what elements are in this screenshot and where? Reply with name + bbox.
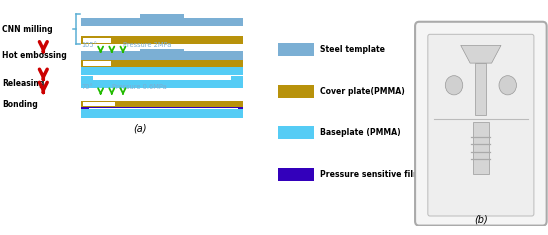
Text: Bonding: Bonding	[2, 100, 38, 109]
FancyBboxPatch shape	[81, 76, 93, 80]
Text: (a): (a)	[133, 124, 146, 133]
FancyBboxPatch shape	[428, 34, 534, 216]
FancyBboxPatch shape	[83, 61, 111, 66]
FancyBboxPatch shape	[81, 107, 243, 109]
FancyBboxPatch shape	[140, 14, 185, 18]
FancyBboxPatch shape	[81, 18, 243, 26]
Text: 105°: 105°	[82, 42, 98, 48]
FancyBboxPatch shape	[81, 36, 243, 44]
FancyBboxPatch shape	[476, 63, 486, 115]
Text: Pressure sensitive film: Pressure sensitive film	[320, 170, 421, 179]
Text: Steel template: Steel template	[320, 45, 385, 54]
Circle shape	[446, 76, 463, 95]
Polygon shape	[461, 45, 501, 63]
Text: CNN milling: CNN milling	[2, 25, 53, 34]
FancyBboxPatch shape	[278, 126, 314, 139]
FancyBboxPatch shape	[140, 49, 185, 51]
FancyBboxPatch shape	[231, 76, 243, 80]
FancyBboxPatch shape	[81, 67, 243, 75]
Text: (b): (b)	[474, 215, 488, 225]
Text: Hot embossing: Hot embossing	[2, 51, 67, 60]
Text: Cover plate(PMMA): Cover plate(PMMA)	[320, 87, 404, 96]
FancyBboxPatch shape	[278, 168, 314, 181]
FancyBboxPatch shape	[81, 109, 243, 118]
Text: Releasing: Releasing	[2, 79, 44, 88]
FancyBboxPatch shape	[81, 80, 243, 88]
FancyBboxPatch shape	[83, 102, 116, 106]
FancyBboxPatch shape	[278, 85, 314, 98]
Circle shape	[499, 76, 516, 95]
Text: Pressure 0.6MPa: Pressure 0.6MPa	[112, 84, 167, 90]
FancyBboxPatch shape	[81, 101, 243, 107]
Text: Pressure 2MPa: Pressure 2MPa	[123, 42, 172, 48]
FancyBboxPatch shape	[89, 108, 238, 109]
FancyBboxPatch shape	[278, 43, 314, 56]
Text: Baseplate (PMMA): Baseplate (PMMA)	[320, 128, 401, 137]
FancyBboxPatch shape	[81, 60, 243, 67]
FancyBboxPatch shape	[473, 122, 489, 174]
FancyBboxPatch shape	[83, 38, 111, 43]
Text: 70°: 70°	[82, 84, 94, 90]
FancyBboxPatch shape	[81, 51, 243, 60]
FancyBboxPatch shape	[415, 22, 547, 226]
